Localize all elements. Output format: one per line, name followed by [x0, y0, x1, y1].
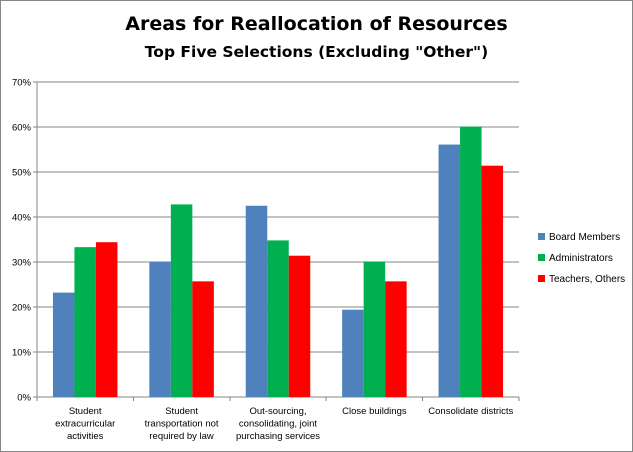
y-tick-label: 20%: [12, 303, 32, 314]
bar-board-members: [245, 205, 268, 397]
legend-label: Administrators: [549, 253, 613, 264]
x-tick-label: Out-sourcing,: [249, 406, 306, 417]
y-tick-label: 50%: [12, 168, 32, 179]
legend-swatch: [538, 253, 545, 261]
x-tick-label: purchasing services: [236, 431, 320, 442]
legend-label: Teachers, Others: [549, 274, 626, 285]
bar-teachers-others: [481, 165, 504, 397]
bar-administrators: [267, 240, 289, 397]
x-tick-label: Student: [69, 406, 102, 417]
legend-item: Teachers, Others: [538, 273, 625, 287]
legend-label: Board Members: [549, 232, 621, 243]
x-tick-label: activities: [67, 431, 104, 442]
x-tick-label: required by law: [149, 431, 214, 442]
x-tick-label: extracurricular: [55, 419, 115, 430]
legend-swatch: [538, 274, 545, 282]
bar-teachers-others: [192, 281, 214, 397]
x-tick-label: consolidating, joint: [239, 419, 318, 430]
bar-administrators: [363, 261, 386, 397]
y-tick-label: 0%: [17, 393, 31, 404]
y-tick-label: 70%: [12, 78, 32, 89]
bar-teachers-others: [95, 242, 118, 397]
bar-administrators: [170, 204, 193, 397]
bar-teachers-others: [288, 255, 311, 397]
x-tick-label: Student: [165, 406, 198, 417]
bar-teachers-others: [385, 281, 407, 397]
y-tick-label: 60%: [12, 123, 32, 134]
bar-board-members: [149, 261, 171, 397]
legend-swatch: [538, 232, 545, 240]
legend-item: Administrators: [538, 252, 613, 266]
bar-board-members: [438, 144, 461, 397]
y-tick-label: 40%: [12, 213, 32, 224]
bar-administrators: [74, 247, 96, 397]
x-tick-label: transportation not: [145, 419, 219, 430]
y-tick-label: 10%: [12, 348, 32, 359]
chart-title: Areas for Reallocation of Resources: [125, 13, 508, 35]
x-tick-label: Close buildings: [342, 406, 407, 417]
bar-board-members: [342, 309, 364, 397]
chart-subtitle: Top Five Selections (Excluding "Other"): [144, 43, 489, 61]
y-tick-label: 30%: [12, 258, 32, 269]
bar-administrators: [460, 126, 482, 398]
x-tick-label: Consolidate districts: [428, 406, 513, 417]
bar-board-members: [52, 292, 75, 397]
legend-item: Board Members: [538, 231, 620, 245]
